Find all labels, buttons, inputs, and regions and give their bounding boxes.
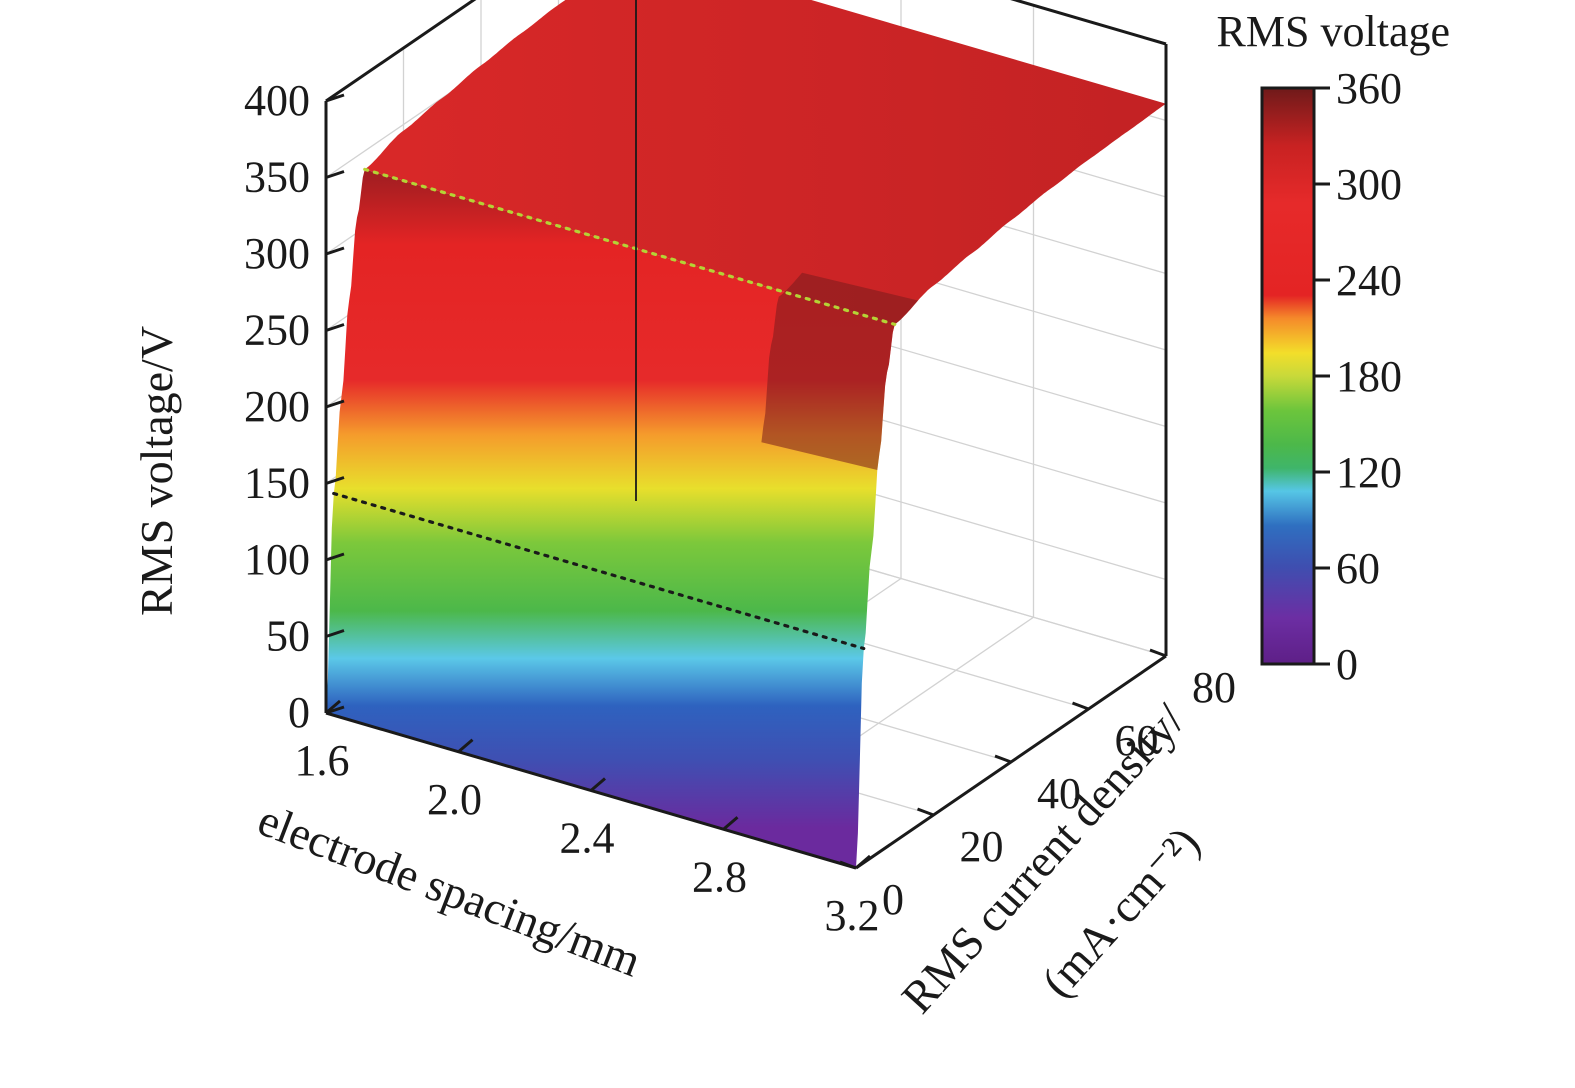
x-tick-label: 2.8 (692, 852, 747, 901)
x-tick-mark (590, 777, 606, 792)
z-axis-label: RMS voltage/V (131, 326, 182, 616)
colorbar-tick-label: 120 (1336, 448, 1402, 497)
surface-shade (761, 272, 918, 470)
z-tick-mark (325, 399, 345, 409)
reference-lines (332, 167, 897, 651)
x-tick-mark (722, 816, 739, 831)
y-tick-mark (994, 754, 1012, 764)
colorbar-tick-label: 360 (1336, 64, 1402, 113)
y-tick-label: 0 (882, 875, 904, 924)
x-tick-label: 2.0 (427, 775, 482, 824)
z-tick-mark (325, 170, 345, 179)
colorbar-title: RMS voltage (1217, 7, 1450, 56)
z-tick-label: 150 (244, 459, 310, 508)
y-tick-mark (1149, 648, 1167, 658)
z-tick-mark (325, 552, 345, 562)
axes-frame (324, 0, 1168, 870)
z-tick-label: 50 (266, 612, 310, 661)
colorbar: RMS voltage 0 60 120 180 240 300 360 (1217, 7, 1450, 689)
z-tick-mark (325, 629, 345, 638)
y-tick-mark (839, 860, 857, 870)
x-tick-label: 2.4 (560, 814, 615, 863)
axis-edge (325, 0, 477, 103)
axis-edge (1010, 0, 1167, 46)
y-tick-label: 60 (1115, 716, 1159, 765)
z-tick-label: 100 (244, 535, 310, 584)
colorbar-tick-label: 240 (1336, 256, 1402, 305)
y-tick-label: 20 (960, 822, 1004, 871)
z-tick-label: 200 (244, 382, 310, 431)
z-tick-labels: 0 50 100 150 200 250 300 350 400 (244, 76, 310, 737)
z-tick-label: 350 (244, 153, 310, 202)
z-tick-mark (325, 476, 345, 485)
colorbar-gradient (1260, 86, 1316, 666)
x-tick-label: 1.6 (295, 736, 350, 785)
z-tick-label: 250 (244, 306, 310, 355)
y-tick-label: 40 (1037, 769, 1081, 818)
x-tick-mark (325, 699, 341, 715)
z-tick-mark (325, 323, 345, 332)
z-tick-label: 0 (288, 688, 310, 737)
y-tick-mark (1071, 701, 1090, 711)
surface-plateau (364, 0, 1166, 325)
reference-line (363, 167, 897, 326)
y-tick-label: 80 (1192, 663, 1236, 712)
colorbar-tick-label: 180 (1336, 352, 1402, 401)
x-tick-label: 3.2 (825, 891, 880, 940)
colorbar-tick-label: 300 (1336, 160, 1402, 209)
colorbar-tick-label: 0 (1336, 640, 1358, 689)
z-tick-mark (325, 246, 345, 256)
surface-front-face (326, 169, 895, 868)
y-tick-mark (916, 807, 935, 817)
z-tick-label: 300 (244, 229, 310, 278)
x-tick-labels: 1.6 2.0 2.4 2.8 3.2 (295, 736, 880, 940)
y-tick-labels: 0 20 40 60 80 (882, 663, 1236, 924)
reference-line (332, 491, 866, 651)
colorbar-ticks: 0 60 120 180 240 300 360 (1314, 64, 1402, 689)
z-tick-label: 400 (244, 76, 310, 125)
x-tick-mark (855, 854, 871, 870)
x-tick-mark (457, 738, 474, 753)
z-tick-mark (325, 93, 345, 103)
voltage-surface (326, 0, 1166, 868)
colorbar-tick-label: 60 (1336, 544, 1380, 593)
